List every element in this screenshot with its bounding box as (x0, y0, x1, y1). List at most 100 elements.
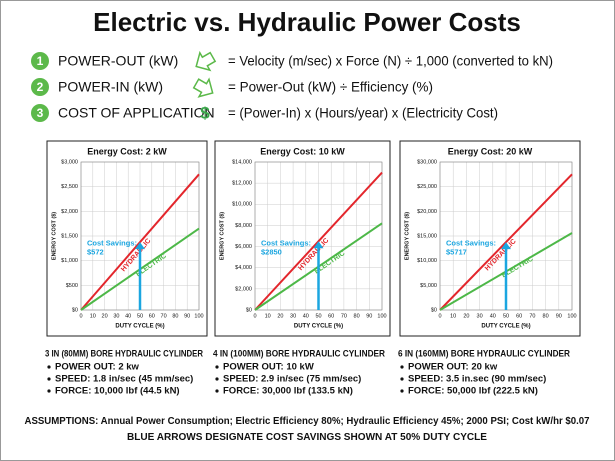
x-tick-label: 40 (125, 313, 131, 319)
cylinder-spec: SPEED: 3.5 in.sec (90 mm/sec) (408, 374, 546, 385)
y-tick-label: $14,000 (232, 159, 252, 165)
y-tick-label: $20,000 (417, 209, 437, 215)
y-tick-label: $12,000 (232, 181, 252, 187)
x-tick-label: 20 (463, 313, 469, 319)
x-tick-label: 80 (172, 313, 178, 319)
savings-annotation: $5717 (446, 247, 467, 256)
savings-annotation: Cost Savings: (446, 238, 496, 247)
y-tick-label: $5,000 (420, 283, 437, 289)
bullet-dot (47, 389, 51, 393)
step-number: 3 (37, 106, 44, 120)
x-tick-label: 60 (149, 313, 155, 319)
y-tick-label: $2,500 (61, 184, 78, 190)
cylinder-spec: POWER OUT: 10 kW (223, 362, 314, 373)
x-tick-label: 0 (79, 313, 82, 319)
cylinder-title: 6 IN (160MM) BORE HYDRAULIC CYLINDER (398, 349, 570, 360)
x-tick-label: 70 (341, 313, 347, 319)
x-tick-label: 10 (450, 313, 456, 319)
series-line (439, 173, 573, 311)
cylinder-title: 4 IN (100MM) BORE HYDRAULIC CYLINDER (213, 349, 385, 360)
x-tick-label: 90 (184, 313, 190, 319)
bullet-dot (47, 365, 51, 369)
x-tick-label: 30 (477, 313, 483, 319)
formula-label: COST OF APPLICATION (58, 105, 215, 121)
bullet-dot (215, 365, 219, 369)
step-badge (31, 78, 49, 96)
formula-equation: = Velocity (m/sec) x Force (N) ÷ 1,000 (… (228, 53, 553, 69)
chart-title: Energy Cost: 10 kW (260, 146, 345, 156)
x-tick-label: 100 (567, 313, 576, 319)
cylinder-specs: 3 IN (80MM) BORE HYDRAULIC CYLINDER POWER… (45, 349, 570, 397)
y-tick-label: $15,000 (417, 233, 437, 239)
savings-arrowhead (313, 241, 324, 249)
cylinder-spec: FORCE: 50,000 lbf (222.5 kN) (408, 386, 538, 397)
y-tick-label: $10,000 (417, 258, 437, 264)
series-line (80, 173, 200, 311)
x-tick-label: 80 (354, 313, 360, 319)
x-tick-label: 70 (529, 313, 535, 319)
y-axis-label: ENERGY COST ($) (219, 212, 225, 260)
x-axis-label: DUTY CYCLE (%) (481, 324, 530, 330)
x-axis-label: DUTY CYCLE (%) (115, 324, 164, 330)
bullet-dot (215, 389, 219, 393)
savings-arrowhead (135, 242, 145, 250)
x-tick-label: 0 (253, 313, 256, 319)
x-tick-label: 30 (113, 313, 119, 319)
y-tick-label: $0 (431, 307, 437, 313)
arrow-note: BLUE ARROWS DESIGNATE COST SAVINGS SHOWN… (127, 431, 487, 443)
x-tick-label: 20 (277, 313, 283, 319)
x-tick-label: 40 (490, 313, 496, 319)
cylinder-spec: SPEED: 2.9 in/sec (75 mm/sec) (223, 374, 361, 385)
arrow-icon (195, 50, 217, 72)
step-badge (31, 52, 49, 70)
y-tick-label: $4,000 (235, 265, 252, 271)
dollar-icon: $ (200, 103, 210, 122)
y-tick-label: $0 (72, 307, 78, 313)
cylinder-spec: POWER OUT: 20 kw (408, 362, 498, 373)
panel-frame (399, 140, 581, 337)
panel-frame (46, 140, 208, 337)
y-tick-label: $500 (66, 283, 78, 289)
x-tick-label: 40 (303, 313, 309, 319)
y-tick-label: $30,000 (417, 159, 437, 165)
formula-equation: = Power-Out (kW) ÷ Efficiency (%) (228, 79, 433, 95)
x-tick-label: 10 (265, 313, 271, 319)
x-tick-label: 80 (543, 313, 549, 319)
x-tick-label: 70 (161, 313, 167, 319)
bullet-dot (400, 365, 404, 369)
y-tick-label: $25,000 (417, 184, 437, 190)
x-tick-label: 10 (90, 313, 96, 319)
formula-equation: = (Power-In) x (Hours/year) x (Electrici… (228, 105, 498, 121)
formula-label: POWER-IN (kW) (58, 79, 163, 95)
y-axis-label: ENERGY COST ($) (404, 212, 410, 260)
step-badge (31, 104, 49, 122)
x-tick-label: 60 (516, 313, 522, 319)
assumptions: ASSUMPTIONS: Annual Power Consumption; E… (25, 415, 590, 427)
chart-title: Energy Cost: 20 kW (448, 146, 533, 156)
savings-annotation: Cost Savings: (87, 238, 137, 247)
savings-annotation: Cost Savings: (261, 238, 311, 247)
x-tick-label: 100 (377, 313, 386, 319)
y-tick-label: $1,500 (61, 233, 78, 239)
x-tick-label: 50 (315, 313, 321, 319)
x-tick-label: 20 (102, 313, 108, 319)
y-tick-label: $1,000 (61, 258, 78, 264)
y-tick-label: $10,000 (232, 202, 252, 208)
y-tick-label: $0 (246, 307, 252, 313)
x-tick-label: 0 (438, 313, 441, 319)
cylinder-spec: POWER OUT: 2 kw (55, 362, 140, 373)
x-tick-label: 90 (366, 313, 372, 319)
arrow-icon (192, 77, 214, 98)
bullet-dot (400, 389, 404, 393)
y-tick-label: $6,000 (235, 244, 252, 250)
series-line (254, 171, 383, 311)
x-tick-label: 50 (503, 313, 509, 319)
y-tick-label: $2,000 (61, 209, 78, 215)
cylinder-spec: FORCE: 10,000 lbf (44.5 kN) (55, 386, 180, 397)
x-axis-label: DUTY CYCLE (%) (294, 324, 343, 330)
x-tick-label: 60 (328, 313, 334, 319)
bullet-dot (47, 377, 51, 381)
savings-annotation: $572 (87, 247, 104, 256)
formula-label: POWER-OUT (kW) (58, 53, 178, 69)
